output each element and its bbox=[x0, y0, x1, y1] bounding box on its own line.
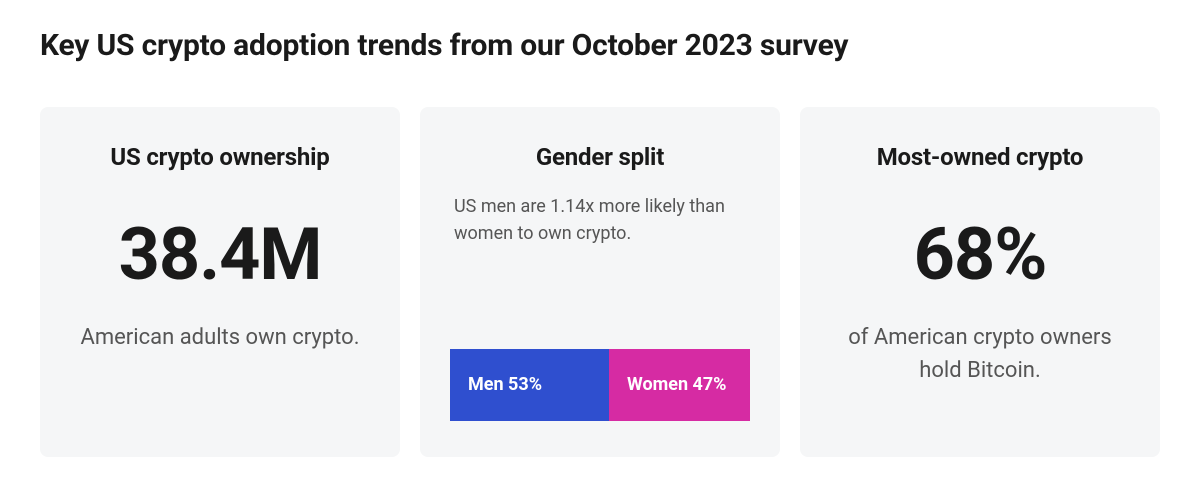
card-most-owned: Most-owned crypto 68% of American crypto… bbox=[800, 107, 1160, 457]
card-most-owned-value: 68% bbox=[830, 219, 1130, 291]
bar-segment-men: Men 53% bbox=[450, 349, 609, 421]
card-gender-title: Gender split bbox=[450, 143, 750, 171]
bar-segment-women: Women 47% bbox=[609, 349, 750, 421]
gender-bar-chart: Men 53% Women 47% bbox=[450, 349, 750, 421]
card-ownership: US crypto ownership 38.4M American adult… bbox=[40, 107, 400, 457]
card-most-owned-title: Most-owned crypto bbox=[830, 143, 1130, 171]
card-ownership-value: 38.4M bbox=[70, 219, 370, 291]
card-gender-subtitle: US men are 1.14x more likely than women … bbox=[450, 193, 750, 247]
bar-label-women: Women 47% bbox=[627, 374, 732, 397]
page-title: Key US crypto adoption trends from our O… bbox=[40, 28, 1160, 63]
bar-label-men: Men 53% bbox=[468, 374, 591, 397]
card-most-owned-desc: of American crypto owners hold Bitcoin. bbox=[830, 321, 1130, 387]
card-ownership-title: US crypto ownership bbox=[70, 143, 370, 171]
cards-row: US crypto ownership 38.4M American adult… bbox=[40, 107, 1160, 457]
card-gender-split: Gender split US men are 1.14x more likel… bbox=[420, 107, 780, 457]
card-ownership-desc: American adults own crypto. bbox=[70, 321, 370, 354]
